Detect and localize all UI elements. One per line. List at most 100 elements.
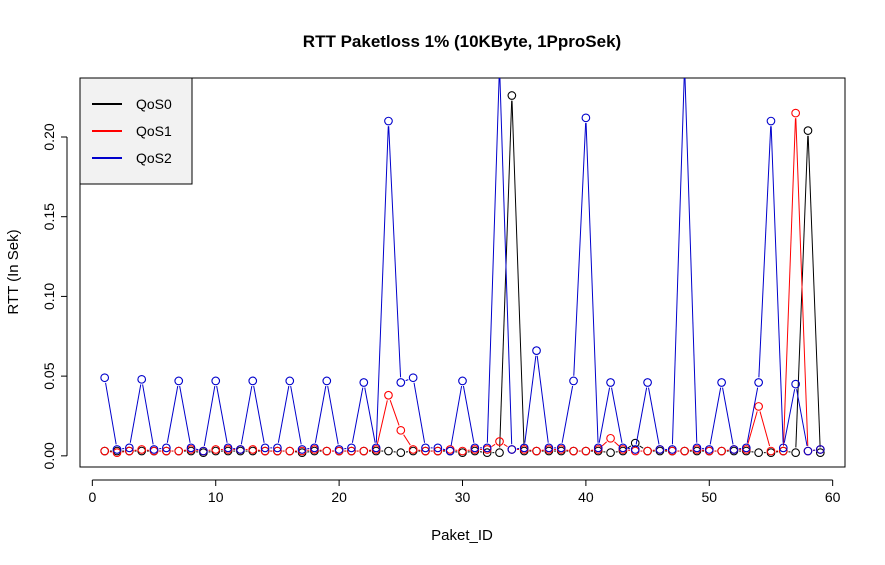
- data-point: [581, 446, 591, 456]
- data-point: [186, 443, 196, 453]
- data-point: [310, 443, 319, 453]
- series-segment: [573, 123, 587, 376]
- series-qos2: [100, 61, 825, 456]
- data-point: [581, 113, 591, 123]
- series-segment: [486, 78, 500, 443]
- x-axis-label: Paket_ID: [431, 527, 493, 544]
- series-segment: [166, 385, 179, 443]
- series-segment: [795, 118, 809, 446]
- data-point: [322, 446, 332, 456]
- series-segment: [536, 355, 549, 443]
- series-segment: [759, 411, 771, 447]
- series-segment: [747, 411, 758, 445]
- series-segment: [499, 78, 513, 445]
- data-point: [248, 376, 258, 386]
- data-point: [347, 446, 356, 456]
- legend: QoS0 QoS1 QoS2: [79, 77, 193, 185]
- data-point: [347, 443, 356, 453]
- series-segment: [364, 387, 376, 443]
- x-tick-label: 50: [701, 489, 717, 505]
- data-point: [248, 445, 258, 454]
- data-point: [495, 448, 504, 458]
- series-segment: [462, 385, 475, 443]
- data-point: [803, 126, 813, 135]
- data-point: [681, 61, 689, 69]
- data-point: [766, 116, 776, 126]
- data-point: [569, 376, 578, 386]
- data-point: [371, 443, 381, 453]
- series-segment: [671, 78, 685, 445]
- data-point: [421, 446, 430, 456]
- series-segment: [614, 441, 620, 447]
- data-point: [433, 443, 443, 453]
- legend-label: QoS2: [136, 150, 172, 166]
- data-point: [519, 443, 529, 453]
- series-segment: [376, 400, 388, 445]
- data-point: [396, 448, 406, 458]
- data-point: [496, 61, 504, 69]
- data-point: [507, 445, 517, 454]
- data-point: [421, 443, 430, 453]
- series-segment: [413, 382, 426, 443]
- series-segment: [585, 123, 599, 443]
- data-point: [667, 445, 677, 454]
- series-segment: [598, 387, 611, 443]
- series-segment: [635, 387, 648, 445]
- data-point: [791, 379, 800, 389]
- data-point: [532, 446, 541, 456]
- data-point: [754, 402, 763, 411]
- data-point: [223, 443, 233, 453]
- data-point: [408, 445, 418, 454]
- series-segment: [601, 441, 608, 447]
- series-segment: [179, 385, 191, 443]
- series-segment: [684, 78, 698, 443]
- legend-label: QoS0: [136, 96, 172, 112]
- data-point: [606, 433, 615, 443]
- data-point: [544, 443, 554, 453]
- data-point: [593, 443, 603, 453]
- data-point: [236, 445, 245, 454]
- data-point: [482, 448, 492, 458]
- series-segment: [351, 387, 364, 443]
- data-point: [273, 446, 282, 456]
- series-segment: [240, 385, 253, 445]
- data-point: [199, 446, 208, 456]
- data-point: [680, 446, 689, 456]
- data-point: [704, 445, 714, 454]
- data-point: [618, 443, 628, 453]
- data-point: [556, 443, 566, 453]
- x-tick-label: 30: [455, 489, 471, 505]
- data-point: [174, 446, 184, 456]
- data-point: [112, 448, 122, 458]
- data-point: [396, 378, 406, 387]
- series-qos1: [100, 108, 825, 458]
- data-point: [137, 374, 147, 384]
- data-point: [162, 443, 171, 453]
- data-point: [643, 446, 652, 456]
- series-segment: [746, 387, 759, 443]
- series-segment: [216, 385, 228, 443]
- series-segment: [709, 387, 722, 445]
- data-point: [482, 443, 492, 453]
- series-segment: [203, 385, 216, 447]
- data-point: [211, 376, 221, 386]
- data-point: [100, 446, 110, 456]
- legend-label: QoS1: [136, 123, 172, 139]
- data-point: [532, 346, 541, 355]
- data-point: [384, 390, 393, 400]
- data-point: [112, 445, 122, 454]
- x-tick-label: 10: [208, 489, 224, 505]
- y-tick-label: 0.20: [41, 123, 57, 150]
- data-point: [791, 448, 800, 458]
- x-tick-label: 40: [578, 489, 594, 505]
- x-tick-label: 0: [88, 489, 96, 505]
- data-point: [322, 376, 332, 386]
- data-point: [137, 445, 147, 454]
- data-point: [717, 446, 726, 456]
- data-point: [606, 378, 615, 387]
- series-segment: [807, 135, 821, 448]
- series-segment: [561, 385, 574, 443]
- series-segment: [648, 387, 660, 445]
- series-segment: [129, 384, 142, 443]
- data-point: [359, 446, 369, 456]
